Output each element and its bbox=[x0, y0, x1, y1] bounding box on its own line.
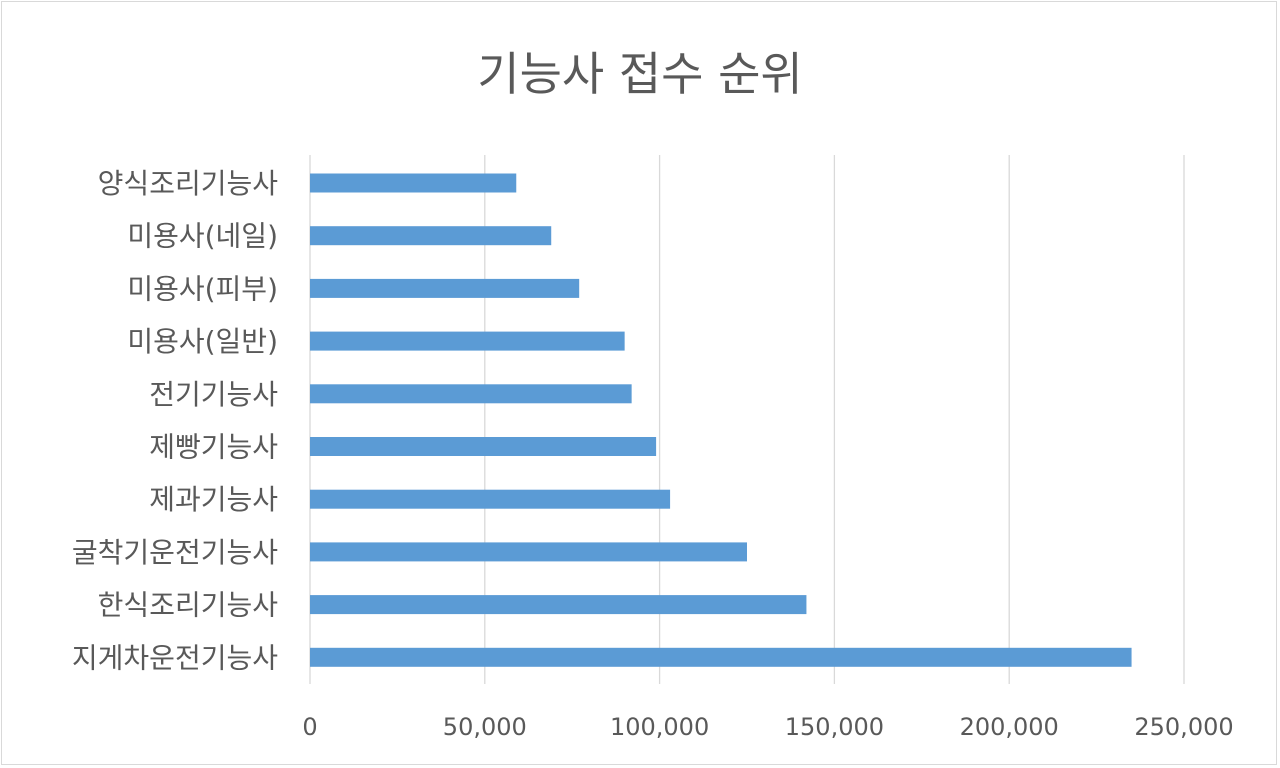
bar bbox=[310, 489, 671, 509]
bar bbox=[310, 647, 1132, 667]
category-label: 전기기능사 bbox=[149, 378, 278, 411]
bar bbox=[310, 173, 517, 193]
category-label: 굴착기운전기능사 bbox=[72, 536, 278, 569]
bar bbox=[310, 595, 807, 615]
category-label: 한식조리기능사 bbox=[98, 589, 278, 622]
bar bbox=[310, 226, 552, 246]
category-label: 제빵기능사 bbox=[149, 431, 278, 464]
bar bbox=[310, 437, 657, 456]
x-tick-label: 250,000 bbox=[1134, 713, 1233, 741]
x-tick-label: 200,000 bbox=[960, 713, 1059, 741]
category-label: 미용사(네일) bbox=[127, 220, 278, 253]
category-label: 지게차운전기능사 bbox=[72, 641, 278, 674]
bar bbox=[310, 542, 747, 562]
bar bbox=[310, 384, 632, 404]
x-tick-label: 100,000 bbox=[610, 713, 709, 741]
category-label: 미용사(일반) bbox=[127, 325, 278, 358]
category-label: 양식조리기능사 bbox=[98, 167, 278, 200]
x-tick-label: 150,000 bbox=[785, 713, 884, 741]
x-tick-label: 50,000 bbox=[443, 713, 527, 741]
chart-title: 기능사 접수 순위 bbox=[477, 47, 803, 101]
x-tick-label: 0 bbox=[302, 713, 317, 741]
bar bbox=[310, 278, 580, 298]
bar bbox=[310, 331, 625, 351]
category-label: 제과기능사 bbox=[149, 483, 278, 516]
category-label: 미용사(피부) bbox=[127, 272, 278, 305]
